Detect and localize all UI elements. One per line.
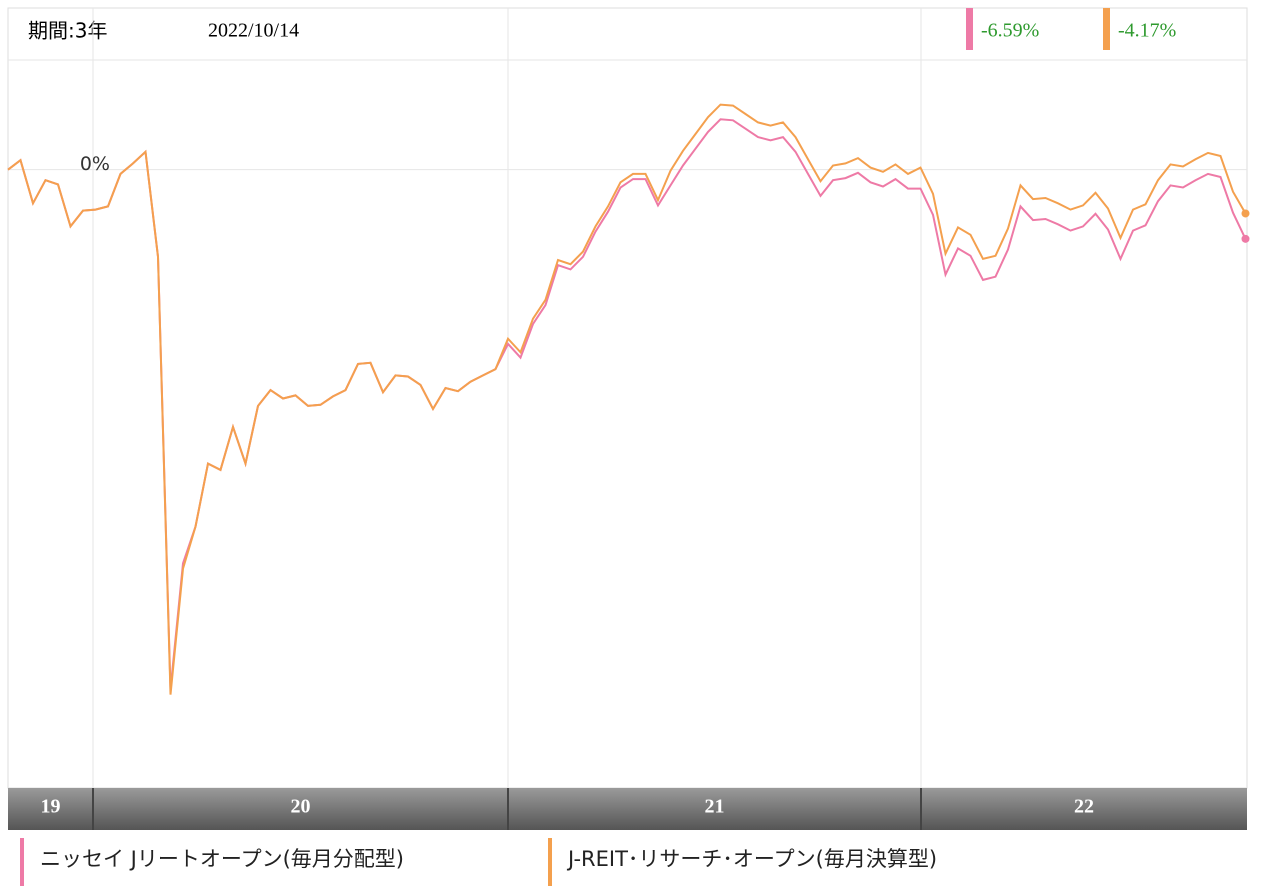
year-band [8,788,1247,830]
y-tick-label: 0% [80,153,110,175]
plot-frame [7,7,1248,789]
year-label: 19 [41,796,61,818]
legend-swatch [20,838,24,886]
legend-swatch [548,838,552,886]
period-label: 期間:3年 [28,19,107,43]
end-dot [1241,209,1250,218]
legend-label: J-REIT･リサーチ･オープン(毎月決算型) [566,847,937,871]
header-value: -6.59% [981,20,1039,42]
header-value: -4.17% [1118,20,1176,42]
year-label: 21 [705,796,725,818]
header-legend-swatch [966,8,973,50]
header-legend-swatch [1103,8,1110,50]
series-line [7,103,1247,695]
date-label: 2022/10/14 [208,20,299,42]
year-label: 22 [1074,796,1094,818]
end-dot [1241,234,1250,243]
legend-label: ニッセイ Jリートオープン(毎月分配型) [40,847,404,871]
year-label: 20 [291,796,311,818]
